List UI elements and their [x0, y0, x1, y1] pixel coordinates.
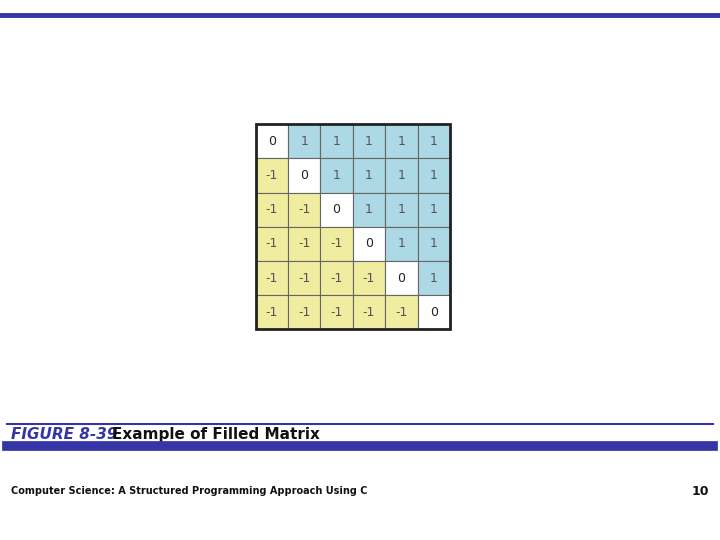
- Bar: [256, 158, 288, 193]
- Bar: [288, 124, 320, 158]
- Text: 0: 0: [333, 203, 341, 216]
- Text: 1: 1: [430, 203, 438, 216]
- Text: 1: 1: [365, 169, 373, 182]
- Text: -1: -1: [330, 306, 343, 319]
- Text: 0: 0: [365, 238, 373, 251]
- Bar: [320, 295, 353, 329]
- Bar: [320, 193, 353, 227]
- Bar: [256, 295, 288, 329]
- Bar: [385, 193, 418, 227]
- Text: -1: -1: [266, 169, 278, 182]
- Bar: [418, 193, 450, 227]
- Text: 0: 0: [430, 306, 438, 319]
- Bar: [320, 158, 353, 193]
- Text: 1: 1: [397, 238, 405, 251]
- Text: -1: -1: [298, 306, 310, 319]
- Text: 1: 1: [430, 169, 438, 182]
- Bar: [353, 158, 385, 193]
- Text: Computer Science: A Structured Programming Approach Using C: Computer Science: A Structured Programmi…: [11, 487, 367, 496]
- Text: -1: -1: [330, 238, 343, 251]
- Bar: [353, 193, 385, 227]
- Text: -1: -1: [395, 306, 408, 319]
- Text: -1: -1: [330, 272, 343, 285]
- Bar: [320, 124, 353, 158]
- Text: -1: -1: [266, 306, 278, 319]
- Bar: [288, 193, 320, 227]
- Bar: [288, 261, 320, 295]
- Text: 1: 1: [430, 238, 438, 251]
- Text: -1: -1: [298, 238, 310, 251]
- Text: -1: -1: [266, 272, 278, 285]
- Bar: [256, 227, 288, 261]
- Text: -1: -1: [363, 306, 375, 319]
- Bar: [418, 227, 450, 261]
- Bar: [256, 124, 288, 158]
- Text: -1: -1: [298, 272, 310, 285]
- Text: 1: 1: [397, 169, 405, 182]
- Bar: [320, 227, 353, 261]
- Bar: [256, 124, 450, 329]
- Text: 1: 1: [333, 135, 341, 148]
- Bar: [288, 295, 320, 329]
- Bar: [353, 227, 385, 261]
- Bar: [288, 158, 320, 193]
- Bar: [418, 158, 450, 193]
- Bar: [320, 261, 353, 295]
- Text: -1: -1: [298, 203, 310, 216]
- Text: -1: -1: [266, 203, 278, 216]
- Text: 1: 1: [365, 135, 373, 148]
- Bar: [385, 261, 418, 295]
- Bar: [385, 124, 418, 158]
- Text: 1: 1: [333, 169, 341, 182]
- Text: 0: 0: [397, 272, 405, 285]
- Bar: [353, 124, 385, 158]
- Bar: [385, 295, 418, 329]
- Text: 1: 1: [397, 135, 405, 148]
- Bar: [385, 227, 418, 261]
- Text: 0: 0: [268, 135, 276, 148]
- Bar: [418, 295, 450, 329]
- Bar: [288, 227, 320, 261]
- Text: 0: 0: [300, 169, 308, 182]
- Text: -1: -1: [363, 272, 375, 285]
- Bar: [418, 261, 450, 295]
- Text: 1: 1: [365, 203, 373, 216]
- Text: 1: 1: [430, 272, 438, 285]
- Text: 10: 10: [692, 485, 709, 498]
- Bar: [353, 261, 385, 295]
- Text: 1: 1: [430, 135, 438, 148]
- Bar: [385, 158, 418, 193]
- Bar: [256, 261, 288, 295]
- Text: 1: 1: [397, 203, 405, 216]
- Bar: [256, 193, 288, 227]
- Text: Example of Filled Matrix: Example of Filled Matrix: [112, 427, 320, 442]
- Text: FIGURE 8-39: FIGURE 8-39: [11, 427, 117, 442]
- Bar: [353, 295, 385, 329]
- Text: 1: 1: [300, 135, 308, 148]
- Bar: [418, 124, 450, 158]
- Text: -1: -1: [266, 238, 278, 251]
